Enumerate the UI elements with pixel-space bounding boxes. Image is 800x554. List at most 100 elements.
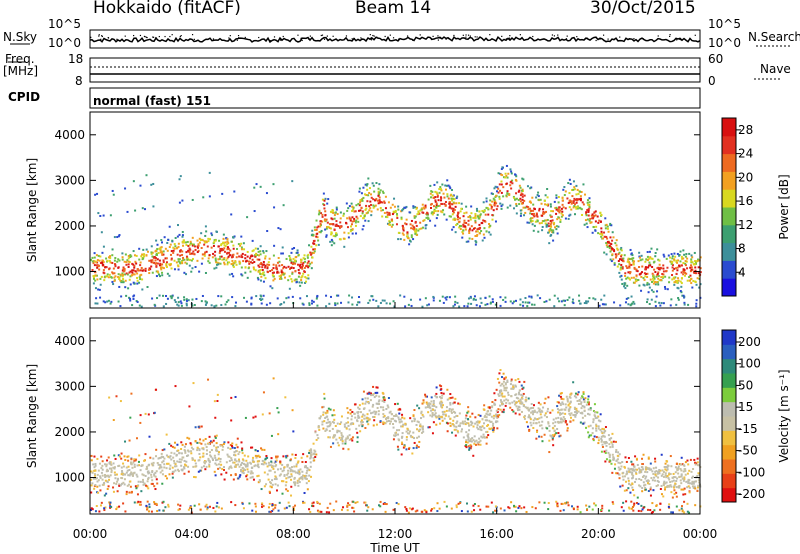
scatter-point	[192, 252, 195, 255]
scatter-point	[302, 272, 305, 275]
scatter-point	[94, 271, 97, 274]
scatter-point	[497, 172, 500, 175]
scatter-point	[105, 465, 108, 468]
nsearch-point	[155, 36, 157, 39]
scatter-point	[546, 196, 549, 199]
scatter-point	[170, 444, 173, 447]
scatter-point	[654, 283, 657, 286]
scatter-point	[332, 435, 335, 438]
scatter-point	[166, 249, 169, 252]
scatter-point	[698, 277, 701, 280]
scatter-point	[426, 304, 429, 307]
scatter-point	[293, 260, 296, 263]
scatter-point	[111, 261, 114, 264]
scatter-point	[392, 417, 395, 420]
scatter-point	[395, 414, 398, 417]
scatter-point	[266, 267, 269, 270]
scatter-point	[498, 197, 501, 200]
scatter-point	[514, 412, 517, 415]
scatter-point	[631, 506, 634, 509]
scatter-point	[484, 419, 487, 422]
scatter-point	[389, 302, 392, 305]
scatter-point	[278, 277, 281, 280]
scatter-point	[605, 242, 608, 245]
scatter-point	[476, 420, 479, 423]
scatter-point	[530, 217, 533, 220]
scatter-point	[638, 484, 641, 487]
scatter-point	[129, 283, 132, 286]
scatter-point	[367, 301, 370, 304]
scatter-point	[559, 209, 562, 212]
scatter-point	[632, 474, 635, 477]
scatter-point	[138, 258, 141, 261]
scatter-point	[295, 281, 298, 284]
scatter-point	[625, 460, 628, 463]
scatter-point	[579, 190, 582, 193]
scatter-point	[562, 420, 565, 423]
nsearch-point	[273, 36, 276, 38]
scatter-point	[632, 276, 635, 279]
scatter-point	[460, 510, 463, 513]
scatter-point	[684, 274, 687, 277]
scatter-point	[193, 475, 196, 478]
scatter-point	[379, 301, 382, 304]
scatter-point	[582, 183, 585, 186]
scatter-point	[504, 300, 507, 303]
scatter-point	[361, 212, 364, 215]
scatter-point	[491, 300, 494, 303]
scatter-point	[496, 415, 499, 418]
scatter-point	[179, 249, 182, 252]
scatter-point	[481, 425, 484, 428]
scatter-point	[498, 381, 501, 384]
scatter-point	[544, 222, 547, 225]
scatter-point	[186, 436, 189, 439]
scatter-point	[587, 214, 590, 217]
scatter-point	[117, 273, 120, 276]
scatter-point	[346, 417, 349, 420]
scatter-point	[144, 412, 147, 415]
scatter-point	[214, 462, 217, 465]
scatter-point	[693, 485, 696, 488]
scatter-point	[572, 188, 575, 191]
scatter-point	[308, 264, 311, 267]
scatter-point	[531, 220, 534, 223]
scatter-point	[535, 418, 538, 421]
scatter-point	[161, 252, 164, 255]
scatter-point	[178, 508, 181, 511]
scatter-point	[145, 484, 148, 487]
scatter-point	[295, 465, 298, 468]
scatter-point	[105, 275, 108, 278]
scatter-point	[198, 503, 201, 506]
scatter-point	[315, 438, 318, 441]
scatter-point	[647, 266, 650, 269]
scatter-point	[648, 286, 651, 289]
scatter-point	[173, 259, 176, 262]
scatter-point	[259, 279, 262, 282]
scatter-point	[141, 253, 144, 256]
scatter-point	[148, 463, 151, 466]
scatter-point	[458, 226, 461, 229]
scatter-point	[521, 190, 524, 193]
scatter-point	[519, 298, 522, 301]
scatter-point	[517, 190, 520, 193]
scatter-point	[530, 295, 533, 298]
scatter-point	[623, 254, 626, 257]
scatter-point	[127, 474, 130, 477]
scatter-point	[517, 391, 520, 394]
scatter-point	[405, 235, 408, 238]
scatter-point	[621, 461, 624, 464]
scatter-point	[474, 243, 477, 246]
scatter-point	[697, 472, 700, 475]
scatter-point	[660, 276, 663, 279]
scatter-point	[538, 410, 541, 413]
scatter-point	[164, 247, 167, 250]
scatter-point	[558, 211, 561, 214]
scatter-point	[252, 460, 255, 463]
scatter-point	[653, 509, 656, 512]
scatter-point	[251, 250, 254, 253]
scatter-point	[305, 477, 308, 480]
scatter-point	[528, 295, 531, 298]
scatter-point	[631, 483, 634, 486]
scatter-point	[277, 256, 280, 259]
scatter-point	[529, 418, 532, 421]
